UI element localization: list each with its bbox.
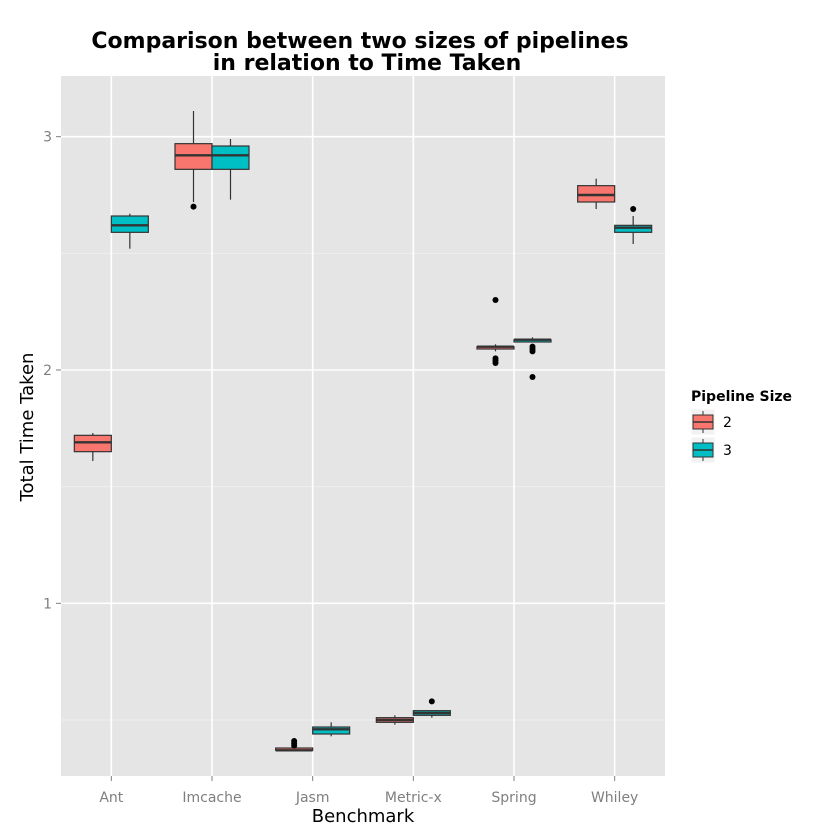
box-whiley-size-2 [577,178,616,209]
box-spring-size-2 [476,297,515,366]
legend-title: Pipeline Size [691,389,792,405]
y-tick-label: 2 [43,363,52,379]
plot-panel [61,76,665,776]
box-metric-x-size-3 [412,698,451,718]
outlier-point [428,698,435,705]
boxes [73,111,653,752]
outlier-point [190,203,197,210]
chart-title: Comparison between two sizes of pipeline… [91,29,628,76]
x-tick-label: Ant [99,790,123,806]
chart-title-line-2: in relation to Time Taken [213,51,522,76]
outlier-point [630,206,637,212]
outlier-point [492,360,499,366]
box-ant-size-2 [73,433,112,461]
box-metric-x-size-2 [375,715,414,725]
legend-items: 23 [690,408,732,464]
y-tick-label: 3 [43,130,52,146]
y-axis-title: Total Time Taken [17,353,38,503]
box-imcache-size-3 [211,139,250,200]
legend-item-size-3: 3 [690,436,732,464]
x-axis-ticks: Ant Imcache Jasm Metric-x Spring Whiley [99,776,638,806]
box-spring-size-3 [513,337,552,380]
box-ant-size-3 [110,213,149,249]
legend: Pipeline Size 23 [690,389,792,464]
box-jasm-size-2 [275,738,314,752]
y-tick-label: 1 [43,596,52,612]
x-tick-label: Imcache [182,790,241,806]
minor-gridlines [61,252,665,721]
outlier-point [529,374,536,380]
x-tick-label: Jasm [295,790,330,806]
outlier-point [529,348,536,355]
x-tick-label: Spring [491,790,536,806]
x-tick-label: Metric-x [385,790,442,806]
outlier-point [291,738,298,744]
legend-label: 2 [723,415,732,431]
outlier-point [492,297,499,303]
legend-label: 3 [723,443,732,459]
box-imcache-size-2 [174,111,213,210]
box-body [211,145,250,170]
x-axis-title: Benchmark [312,806,415,827]
y-axis-ticks: 1 2 3 [43,130,61,612]
box-whiley-size-3 [614,206,653,244]
legend-item-size-2: 2 [690,408,732,436]
box-jasm-size-3 [312,722,351,737]
chart-title-line-1: Comparison between two sizes of pipeline… [91,29,628,54]
x-tick-label: Whiley [591,790,638,806]
